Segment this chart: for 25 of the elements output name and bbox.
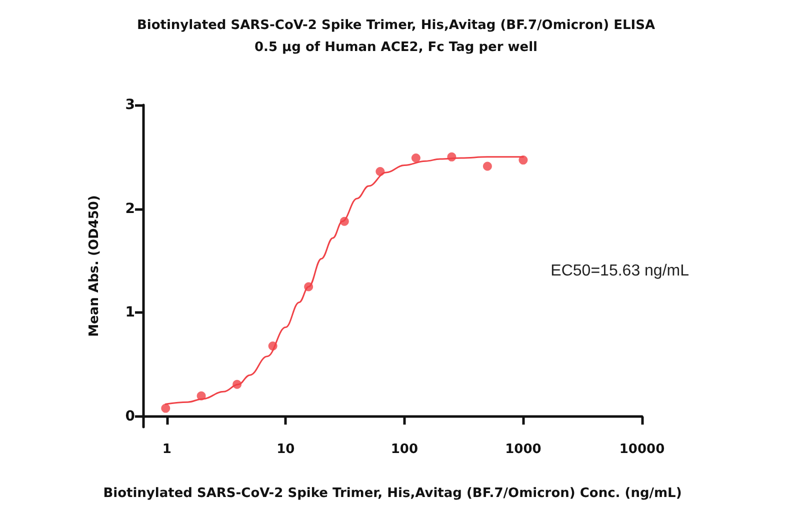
- point: [304, 282, 314, 292]
- point: [196, 391, 206, 400]
- chart-title: Biotinylated SARS-CoV-2 Spike Trimer, His,Avitag (BF.7/Omicron) ELISA: [136, 18, 656, 33]
- point: [482, 162, 492, 171]
- x-tick-label: 10000: [619, 442, 665, 457]
- annotation: EC50=15.63 ng/mL: [550, 262, 690, 280]
- x-tick-label: 1: [162, 442, 172, 457]
- x-axis-title: Biotinylated SARS-CoV-2 Spike Trimer, His,Avitag (BF.7/Omicron) Conc. (ng/mL): [103, 486, 682, 501]
- x-tick-label: 1000: [505, 442, 542, 457]
- point: [411, 153, 420, 162]
- y-tick-label: 3: [125, 97, 135, 113]
- x-tick-label: 100: [390, 442, 418, 457]
- chart-subtitle: 0.5 μg of Human ACE2, Fc Tag per well: [254, 40, 538, 55]
- point: [376, 166, 385, 176]
- y-tick-label: 0: [125, 408, 136, 425]
- point: [340, 216, 349, 226]
- y-tick-label: 1: [125, 304, 135, 321]
- point: [518, 156, 528, 165]
- y-axis-title: Mean Abs. (OD450): [87, 195, 102, 337]
- point: [161, 404, 170, 413]
- x-tick-label: 10: [276, 442, 295, 457]
- y-tick-label: 2: [125, 200, 135, 217]
- point: [447, 152, 456, 162]
- point: [232, 380, 242, 389]
- point: [268, 341, 278, 350]
